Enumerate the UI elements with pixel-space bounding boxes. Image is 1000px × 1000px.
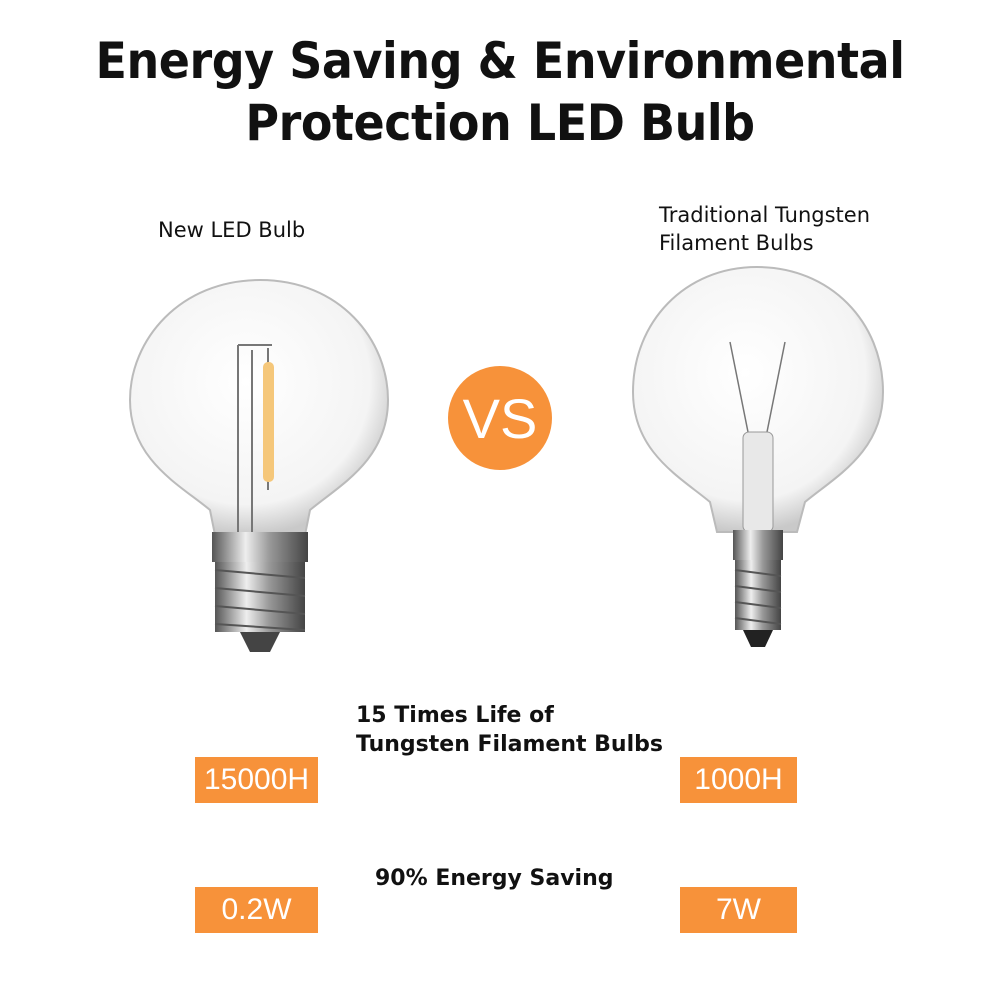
led-life-badge: 15000H: [195, 757, 318, 803]
life-caption-line-1: 15 Times Life of: [356, 703, 554, 728]
tungsten-power-badge: 7W: [680, 887, 797, 933]
tungsten-label-line-2: Filament Bulbs: [659, 231, 814, 255]
led-bulb-label: New LED Bulb: [158, 218, 306, 242]
led-bulb-image: [128, 278, 390, 652]
tungsten-bulb-image: [631, 265, 885, 647]
title-line-1: Energy Saving & Environmental: [95, 32, 905, 90]
tungsten-label-line-1: Traditional Tungsten: [659, 203, 871, 227]
page-title: Energy Saving & Environmental Protection…: [40, 30, 960, 154]
life-caption: 15 Times Life of Tungsten Filament Bulbs: [356, 701, 663, 759]
tungsten-life-badge: 1000H: [680, 757, 797, 803]
life-caption-line-2: Tungsten Filament Bulbs: [356, 732, 663, 757]
title-line-2: Protection LED Bulb: [245, 94, 755, 152]
vs-badge: VS: [448, 366, 552, 470]
led-power-badge: 0.2W: [195, 887, 318, 933]
energy-caption: 90% Energy Saving: [375, 866, 614, 891]
tungsten-bulb-label: Traditional Tungsten Filament Bulbs: [659, 201, 870, 257]
